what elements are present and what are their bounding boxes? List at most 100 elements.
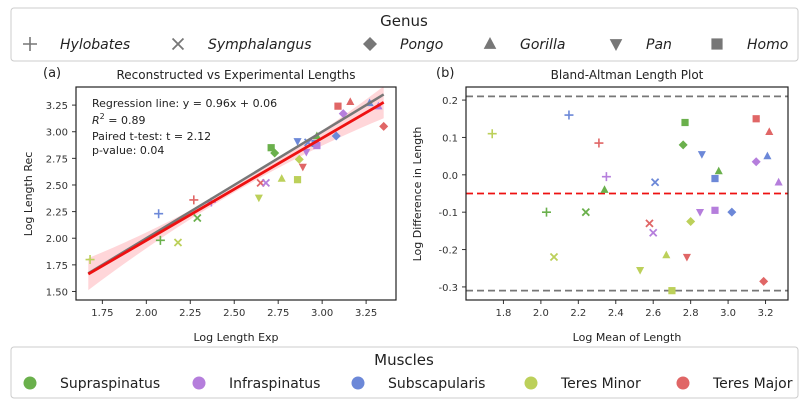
data-point [600, 185, 609, 193]
data-point [564, 110, 574, 120]
data-point [695, 209, 705, 217]
y-tick-label: 1.50 [46, 287, 68, 298]
genus-marker-square-icon [711, 38, 723, 50]
r-squared-symbol: R [92, 114, 100, 127]
x-tick-label: 1.8 [495, 308, 511, 319]
data-point [678, 140, 688, 150]
data-point [302, 148, 311, 157]
data-point [636, 266, 645, 275]
data-point [714, 166, 723, 175]
panel-b-title: Bland-Altman Length Plot [551, 68, 704, 82]
muscle-color-dot [524, 376, 538, 390]
panel-a-frame [75, 86, 397, 301]
x-tick-label: 2.00 [135, 308, 157, 319]
panel-b-xlabel: Log Mean of Length [573, 331, 682, 344]
y-tick-label: 2.00 [46, 234, 68, 245]
x-tick-label: 2.4 [608, 308, 624, 319]
genus-marker-x-icon [171, 37, 185, 51]
data-point [313, 141, 321, 150]
muscle-color-dot [192, 376, 206, 390]
data-point [594, 138, 604, 148]
data-point [765, 127, 774, 135]
genus-legend-label: Gorilla [520, 37, 565, 53]
data-point [645, 219, 654, 228]
data-point [334, 102, 342, 110]
data-point [601, 172, 611, 182]
r-squared-value: = 0.89 [105, 114, 146, 127]
muscles-legend: Muscles Supraspinatus Infraspinatus Subsca… [10, 346, 799, 399]
panel-b-ylabel: Log Difference in Length [411, 127, 424, 262]
data-point [294, 154, 304, 164]
data-point [668, 287, 676, 295]
r-squared-exponent: 2 [100, 112, 105, 121]
data-point [727, 207, 737, 217]
muscle-legend-label: Subscapularis [388, 376, 485, 392]
data-point [711, 174, 719, 183]
genus-legend: Genus Hylobates Symphalangus Pongo Gorilla P… [10, 7, 799, 62]
y-tick-label: 3.25 [46, 101, 68, 112]
data-point [338, 109, 348, 119]
x-tick-label: 3.2 [758, 308, 774, 319]
panel-b-tag: (b) [436, 66, 454, 81]
data-point [346, 97, 355, 106]
y-tick-label: -0.1 [438, 208, 458, 219]
data-point [549, 252, 559, 262]
data-point [686, 217, 696, 227]
muscle-color-dot [351, 376, 365, 390]
identity-line [87, 93, 385, 275]
data-point [379, 121, 389, 131]
y-tick-label: 0.2 [442, 96, 458, 107]
data-point [763, 151, 772, 160]
muscle-legend-label: Teres Major [712, 376, 793, 392]
muscle-legend-label: Teres Minor [560, 376, 641, 392]
data-point [173, 238, 183, 247]
data-point [193, 213, 202, 223]
x-tick-label: 2.0 [533, 308, 549, 319]
data-point [697, 151, 706, 159]
y-tick-label: 1.75 [46, 261, 68, 272]
x-tick-label: 2.2 [570, 308, 586, 319]
data-point [711, 206, 719, 214]
data-point [581, 208, 590, 217]
panel-b-chart: Bland-Altman Length Plot 1.8 2.0 2.2 2.4 2.6… [411, 68, 789, 344]
genus-legend-label: Symphalangus [208, 37, 312, 53]
data-point [752, 115, 760, 123]
data-point [298, 163, 307, 172]
panel-a-annotation: Regression line: y = 0.96x + 0.06 R2 = 0… [92, 97, 277, 157]
muscle-legend-label: Infraspinatus [229, 376, 320, 392]
x-tick-label: 2.75 [267, 308, 289, 319]
x-tick-label: 2.50 [223, 308, 245, 319]
panel-b-frame [465, 86, 789, 301]
data-point [189, 195, 199, 205]
muscles-legend-items: Supraspinatus Infraspinatus Subscapularis T… [23, 376, 793, 392]
genus-legend-title: Genus [380, 12, 428, 30]
data-point [649, 228, 658, 237]
genus-legend-label: Pan [646, 37, 672, 53]
data-point [85, 255, 95, 265]
genus-marker-triangle-up-icon [483, 37, 497, 49]
data-point [293, 176, 302, 184]
genus-legend-label: Hylobates [60, 37, 130, 53]
genus-legend-label: Homo [747, 37, 788, 53]
muscle-color-dot [23, 376, 37, 390]
panel-a-ylabel: Log Length Rec [22, 152, 35, 237]
panel-a-chart: Reconstructed vs Experimental Lengths 1.… [22, 68, 397, 344]
genus-legend-items: Hylobates Symphalangus Pongo Gorilla Pan Homo [23, 37, 788, 53]
regression-line [87, 101, 385, 276]
t-test-text: Paired t-test: t = 2.12 [92, 130, 211, 143]
muscle-legend-label: Supraspinatus [60, 376, 160, 392]
muscles-legend-frame [10, 346, 799, 399]
data-point [154, 209, 164, 219]
data-point [254, 194, 263, 203]
panel-a-title: Reconstructed vs Experimental Lengths [117, 68, 356, 82]
data-point [487, 129, 497, 139]
x-tick-label: 3.0 [720, 308, 736, 319]
data-point [261, 178, 271, 187]
genus-legend-frame [10, 7, 799, 62]
panel-a-xlabel: Log Length Exp [193, 331, 278, 344]
y-tick-label: -0.3 [438, 283, 458, 294]
p-value-text: p-value: 0.04 [92, 144, 164, 157]
x-tick-label: 1.75 [91, 308, 113, 319]
y-tick-label: 2.50 [46, 181, 68, 192]
data-point [267, 144, 275, 152]
